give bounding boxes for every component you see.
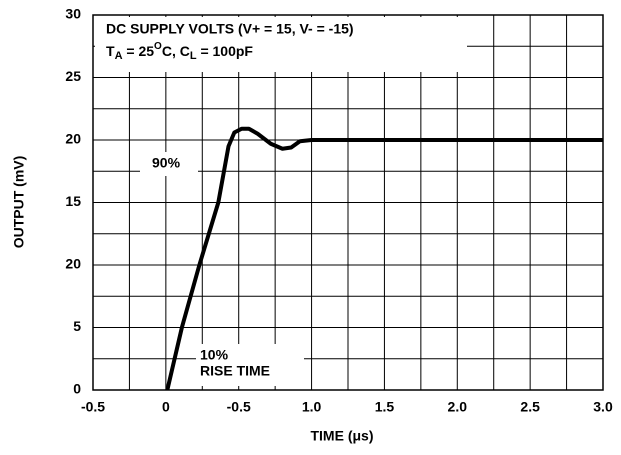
- x-tick-label: -0.5: [81, 399, 105, 415]
- annotation: RISE TIME: [200, 363, 270, 379]
- text: C, C: [162, 43, 190, 59]
- x-tick-label: 2.0: [448, 399, 468, 415]
- superscript: O: [154, 41, 162, 52]
- y-tick-label: 20: [65, 256, 81, 272]
- x-tick-label: 2.5: [520, 399, 540, 415]
- x-tick-label: 0: [162, 399, 170, 415]
- annotation: 10%: [200, 347, 229, 363]
- annotation: 90%: [152, 155, 181, 171]
- y-tick-label: 15: [65, 193, 81, 209]
- x-tick-label: 1.0: [302, 399, 322, 415]
- x-axis-title: TIME (μs): [310, 428, 373, 444]
- x-tick-label: -0.5: [227, 399, 251, 415]
- y-tick-label: 25: [65, 68, 81, 84]
- y-tick-label: 0: [73, 381, 81, 397]
- subscript: A: [115, 50, 123, 62]
- text: = 25: [123, 43, 155, 59]
- line-series: [165, 126, 603, 391]
- annotation: DC SUPPLY VOLTS (V+ = 15, V- = -15): [106, 21, 354, 37]
- y-tick-label: 30: [65, 6, 81, 22]
- grid: [92, 14, 604, 391]
- text: T: [106, 43, 115, 59]
- annotation-box: [196, 344, 304, 386]
- x-tick-label: 3.0: [593, 399, 613, 415]
- text: = 100pF: [197, 43, 254, 59]
- x-tick-label: 1.5: [375, 399, 395, 415]
- annotation: TA = 25OC, CL = 100pF: [106, 41, 253, 62]
- y-axis-title: OUTPUT (mV): [11, 156, 27, 249]
- annotation-box: [95, 17, 467, 72]
- annotation-box: [140, 152, 198, 176]
- marks: [165, 126, 603, 391]
- y-tick-label: 5: [73, 318, 81, 334]
- subscript: L: [190, 50, 197, 62]
- plot-frame: [92, 14, 604, 391]
- y-tick-label: 20: [65, 131, 81, 147]
